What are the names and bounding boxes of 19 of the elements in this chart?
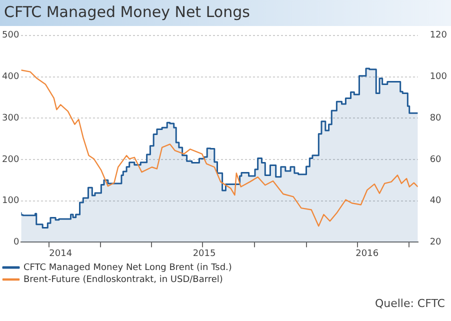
y2-tick-label: 120 xyxy=(430,30,448,41)
y2-tick-label: 40 xyxy=(430,196,442,206)
source-note: Quelle: CFTC xyxy=(374,297,445,310)
legend-label: Brent-Future (Endloskontrakt, in USD/Barrel) xyxy=(24,274,223,285)
x-tick-label: 2016 xyxy=(356,248,379,259)
x-tick-label: 2015 xyxy=(192,248,216,259)
y2-tick-label: 20 xyxy=(430,238,442,248)
y-tick-label: 300 xyxy=(2,113,20,124)
x-tick-label: 2014 xyxy=(49,248,72,259)
y2-tick-label: 60 xyxy=(430,154,442,165)
y-tick-label: 100 xyxy=(2,196,20,206)
y2-tick-label: 80 xyxy=(430,113,442,124)
y-tick-label: 400 xyxy=(2,72,20,82)
y-tick-label: 500 xyxy=(2,30,20,41)
y-tick-label: 0 xyxy=(13,238,20,248)
y2-tick-label: 100 xyxy=(430,72,448,82)
legend-label: CFTC Managed Money Net Long Brent (in Tsd.) xyxy=(24,262,232,273)
chart-title: CFTC Managed Money Net Longs xyxy=(4,3,250,21)
y-tick-label: 200 xyxy=(2,154,20,165)
